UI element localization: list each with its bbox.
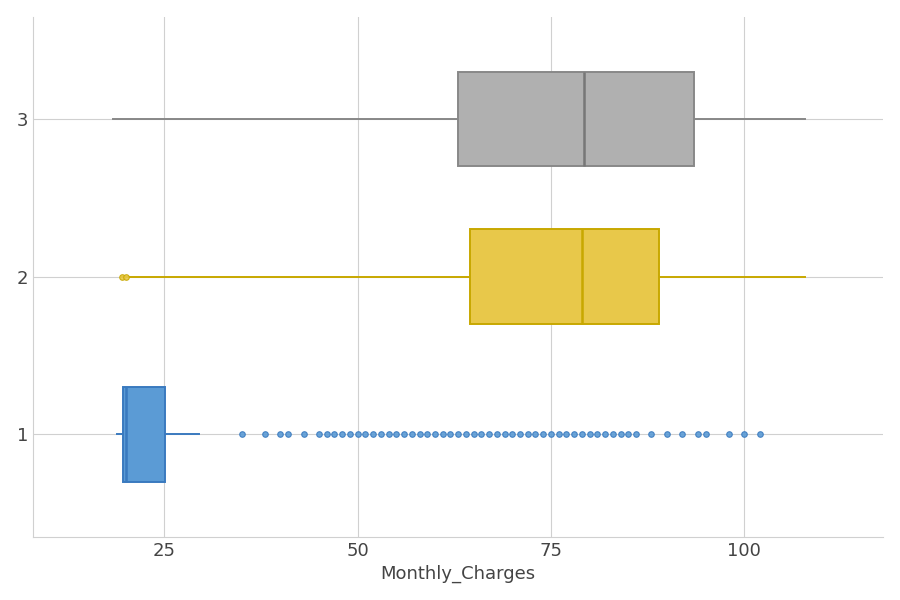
Point <box>559 430 573 439</box>
Point <box>660 430 674 439</box>
Point <box>235 430 249 439</box>
Point <box>544 430 558 439</box>
Point <box>397 430 411 439</box>
Point <box>412 430 427 439</box>
Point <box>690 430 705 439</box>
Point <box>358 430 373 439</box>
Point <box>428 430 442 439</box>
Point <box>498 430 512 439</box>
Bar <box>458 72 694 166</box>
Point <box>405 430 419 439</box>
Bar <box>470 229 659 324</box>
Point <box>451 430 465 439</box>
Point <box>737 430 751 439</box>
Point <box>274 430 288 439</box>
Point <box>466 430 481 439</box>
Point <box>752 430 767 439</box>
Point <box>115 272 130 281</box>
Point <box>374 430 388 439</box>
Point <box>119 272 133 281</box>
X-axis label: Monthly_Charges: Monthly_Charges <box>381 565 536 583</box>
Point <box>281 430 295 439</box>
Point <box>567 430 581 439</box>
Point <box>513 430 527 439</box>
Point <box>328 430 342 439</box>
Point <box>575 430 590 439</box>
Point <box>420 430 435 439</box>
Point <box>675 430 689 439</box>
Point <box>350 430 365 439</box>
Point <box>474 430 489 439</box>
Point <box>296 430 310 439</box>
Point <box>528 430 543 439</box>
Point <box>590 430 605 439</box>
Point <box>490 430 504 439</box>
Point <box>311 430 326 439</box>
Point <box>389 430 403 439</box>
Point <box>598 430 612 439</box>
Point <box>257 430 272 439</box>
Point <box>320 430 334 439</box>
Point <box>722 430 736 439</box>
Point <box>606 430 620 439</box>
Point <box>629 430 643 439</box>
Point <box>536 430 551 439</box>
Point <box>482 430 496 439</box>
Point <box>366 430 381 439</box>
Point <box>382 430 396 439</box>
Point <box>335 430 349 439</box>
Point <box>444 430 458 439</box>
Point <box>520 430 535 439</box>
Point <box>613 430 627 439</box>
Point <box>459 430 473 439</box>
Point <box>343 430 357 439</box>
Point <box>505 430 519 439</box>
Bar <box>123 387 166 482</box>
Point <box>621 430 635 439</box>
Point <box>552 430 566 439</box>
Point <box>436 430 450 439</box>
Point <box>644 430 659 439</box>
Point <box>698 430 713 439</box>
Point <box>582 430 597 439</box>
